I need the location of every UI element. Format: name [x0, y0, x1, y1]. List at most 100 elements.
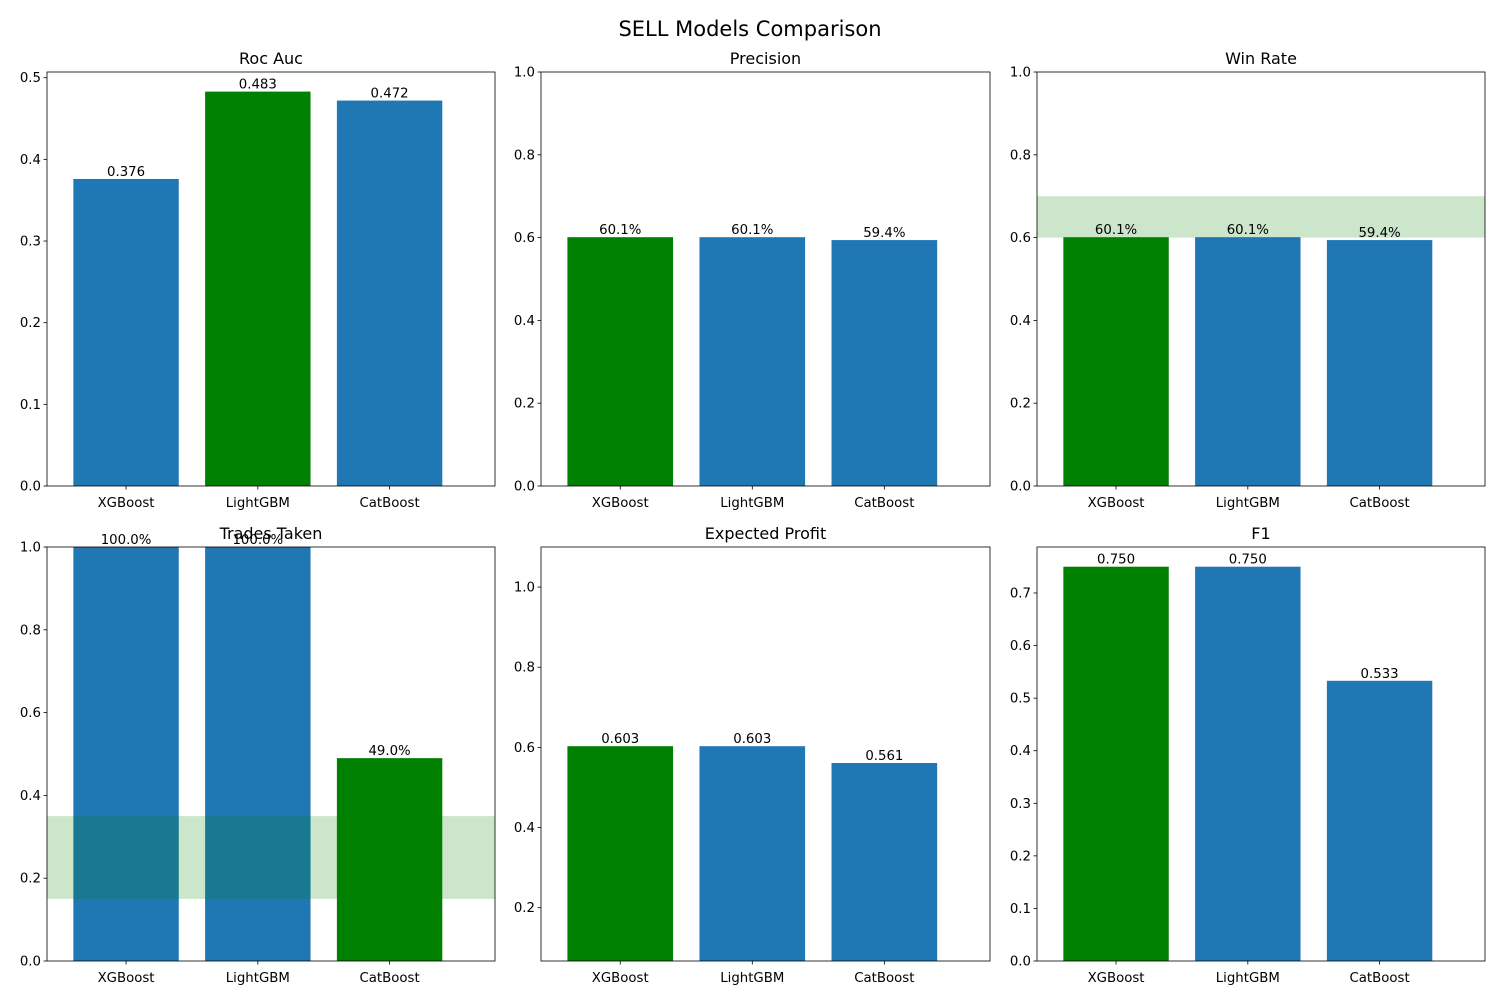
y-tick-label: 0.2	[514, 397, 535, 412]
y-tick-label: 0.6	[514, 231, 535, 246]
y-tick-label: 0.5	[1010, 692, 1031, 707]
x-tick-label: CatBoost	[854, 971, 914, 986]
y-tick-label: 0.4	[514, 314, 535, 329]
y-tick-label: 0.1	[1010, 902, 1031, 917]
x-tick-label: LightGBM	[226, 971, 290, 986]
subplot-3: Win Rate 60.1% 60.1% 59.4% 0.0 0.2 0.4 0.6 0.8 1.…	[1010, 49, 1486, 511]
x-tick-label: CatBoost	[359, 971, 419, 986]
y-tick-label: 0.8	[514, 661, 535, 676]
bar	[73, 547, 179, 961]
x-tick-label: CatBoost	[854, 496, 914, 511]
axes-frame	[1036, 546, 1486, 962]
y-tick-label: 0.0	[1010, 955, 1031, 970]
y-tick-label: 0.4	[20, 789, 41, 804]
y-tick-label: 0.8	[1010, 148, 1031, 163]
bar	[1326, 680, 1433, 961]
bar	[205, 547, 311, 961]
bar-value-label: 0.750	[1097, 553, 1135, 568]
subplot-title: Trades Taken	[219, 524, 323, 543]
y-tick-label: 0.6	[1010, 639, 1031, 654]
bar	[699, 237, 806, 486]
y-tick-label: 0.7	[1010, 587, 1031, 602]
bar	[73, 178, 179, 487]
x-tick-label: LightGBM	[720, 496, 784, 511]
x-tick-label: CatBoost	[359, 496, 419, 511]
y-tick-label: 0.8	[514, 148, 535, 163]
bar	[336, 100, 443, 486]
y-tick-label: 0.2	[514, 901, 535, 916]
y-tick-label: 0.2	[1010, 849, 1031, 864]
y-tick-label: 0.4	[514, 821, 535, 836]
target-band	[1037, 196, 1485, 238]
y-tick-label: 0.2	[20, 316, 41, 331]
y-tick-label: 0.0	[20, 955, 41, 970]
subplot-title: F1	[1251, 524, 1270, 543]
figure-title: SELL Models Comparison	[618, 17, 881, 41]
bar-value-label: 59.4%	[1358, 226, 1400, 241]
x-tick-label: LightGBM	[1216, 496, 1280, 511]
bar	[699, 746, 806, 961]
x-tick-label: LightGBM	[720, 971, 784, 986]
bar-value-label: 49.0%	[368, 744, 410, 759]
subplot-title: Expected Profit	[705, 524, 826, 543]
y-tick-label: 0.3	[1010, 797, 1031, 812]
y-tick-label: 0.2	[1010, 397, 1031, 412]
subplot-1: Roc Auc 0.376 0.483 0.472 0.0 0.1 0.2 0.3 0.4 0.5…	[20, 49, 496, 511]
bar	[567, 237, 674, 486]
bar	[1063, 566, 1169, 961]
bar-value-label: 0.376	[107, 165, 145, 180]
bar	[205, 91, 311, 487]
bar-value-label: 0.561	[865, 749, 903, 764]
bar-value-label: 60.1%	[731, 223, 773, 238]
y-tick-label: 0.4	[1010, 314, 1031, 329]
y-tick-label: 0.3	[20, 235, 41, 250]
y-tick-label: 1.0	[1010, 66, 1031, 81]
y-tick-label: 0.6	[20, 706, 41, 721]
y-tick-label: 0.4	[1010, 744, 1031, 759]
x-tick-label: XGBoost	[1088, 971, 1145, 986]
target-band	[47, 816, 495, 899]
x-tick-label: XGBoost	[1088, 496, 1145, 511]
y-tick-label: 1.0	[20, 541, 41, 556]
subplot-6: F1 0.750 0.750 0.533 0.0 0.1 0.2 0.3 0.4 0.5 0.6 0.…	[1010, 524, 1486, 986]
y-tick-label: 0.2	[20, 872, 41, 887]
subplot-5: Expected Profit 0.603 0.603 0.561 0.2 0.4 0.6 0…	[514, 524, 991, 986]
bar	[831, 240, 938, 486]
subplot-2: Precision 60.1% 60.1% 59.4% 0.0 0.2 0.4 0.6 0.8 1…	[514, 49, 991, 511]
y-tick-label: 0.4	[20, 153, 41, 168]
bar-value-label: 0.603	[733, 732, 771, 747]
y-tick-label: 0.6	[1010, 231, 1031, 246]
subplot-title: Win Rate	[1225, 49, 1297, 68]
x-tick-label: XGBoost	[98, 971, 155, 986]
bar	[1195, 237, 1301, 486]
bar-value-label: 0.750	[1229, 553, 1267, 568]
bar	[567, 746, 674, 961]
x-tick-label: XGBoost	[98, 496, 155, 511]
subplot-title: Roc Auc	[239, 49, 303, 68]
bar-value-label: 100.0%	[101, 533, 152, 548]
x-tick-label: CatBoost	[1349, 496, 1409, 511]
x-tick-label: XGBoost	[592, 496, 649, 511]
bar-value-label: 0.603	[601, 732, 639, 747]
bar-value-label: 0.483	[239, 78, 277, 93]
y-tick-label: 0.6	[514, 741, 535, 756]
bar-value-label: 0.533	[1361, 667, 1399, 682]
bar-value-label: 60.1%	[1095, 223, 1137, 238]
axes-frame	[46, 71, 496, 487]
bar-value-label: 60.1%	[599, 223, 641, 238]
bar-value-label: 100.0%	[232, 533, 283, 548]
x-tick-label: XGBoost	[592, 971, 649, 986]
bar-value-label: 59.4%	[863, 226, 905, 241]
y-tick-label: 0.0	[1010, 480, 1031, 495]
y-tick-label: 0.0	[514, 480, 535, 495]
x-tick-label: CatBoost	[1349, 971, 1409, 986]
subplot-title: Precision	[730, 49, 801, 68]
y-tick-label: 0.8	[20, 623, 41, 638]
y-tick-label: 1.0	[514, 66, 535, 81]
bar	[1063, 237, 1169, 486]
axes-frame	[540, 546, 991, 962]
bar	[831, 763, 938, 961]
axes-frame	[1036, 71, 1486, 487]
